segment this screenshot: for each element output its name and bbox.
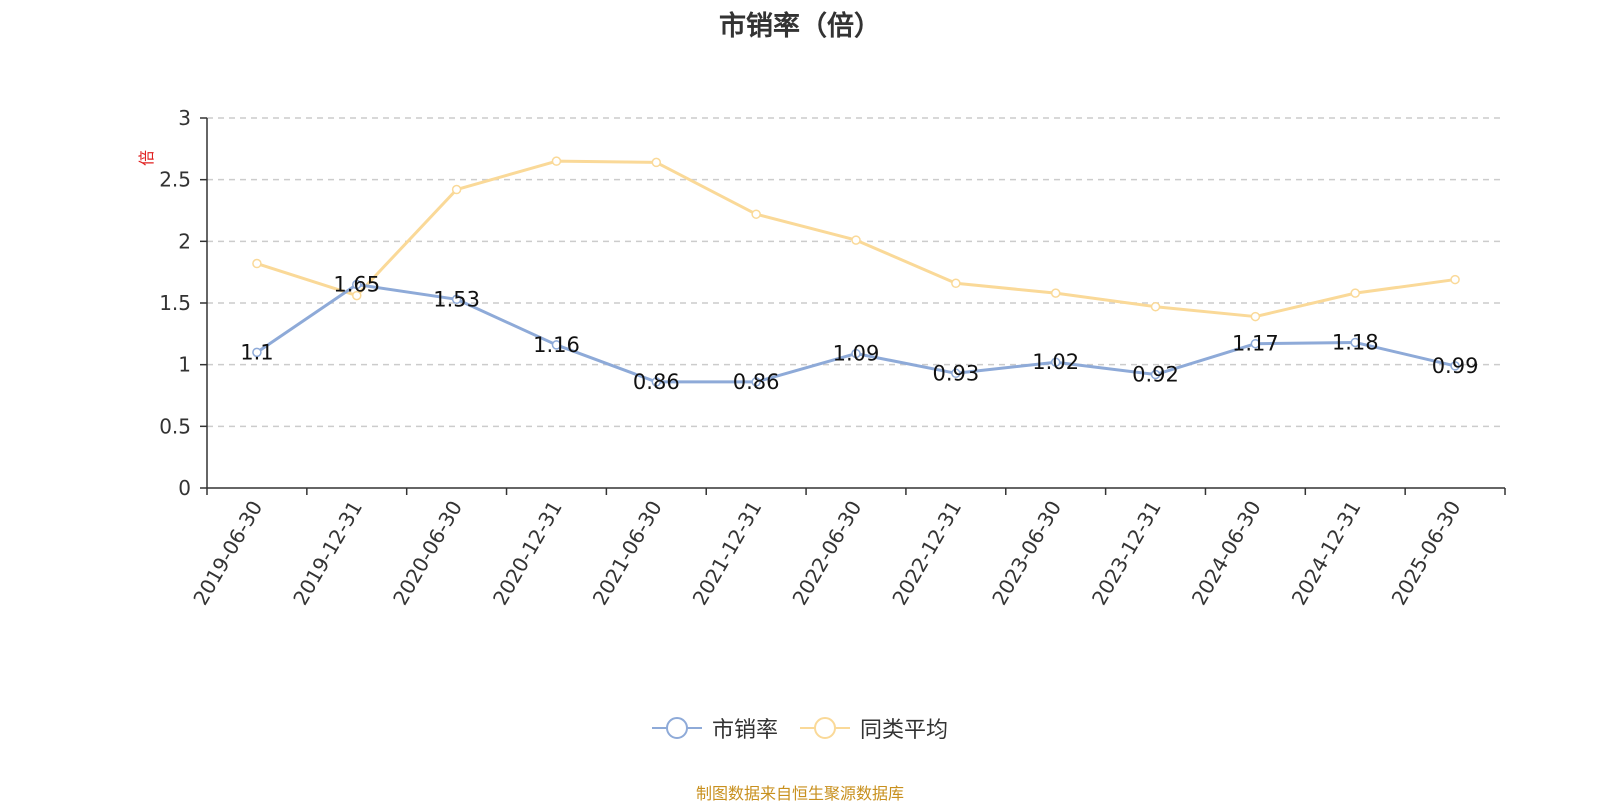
data-label-0: 0.86 xyxy=(633,370,680,394)
legend-swatch-icon xyxy=(651,717,702,739)
data-label-0: 1.02 xyxy=(1032,350,1079,374)
series-point-1 xyxy=(851,235,861,245)
x-tick-label: 2020-06-30 xyxy=(388,496,467,609)
x-tick-label: 2024-06-30 xyxy=(1187,497,1266,610)
legend-item-series-0[interactable]: 市销率 xyxy=(651,712,778,744)
series-point-1 xyxy=(352,290,362,301)
data-labels: 1.1 1.65 1.53 1.16 0.86 0.86 1.09 0.93 1.02 0.92 1… xyxy=(240,273,1478,394)
x-tick-label: 2023-12-31 xyxy=(1087,497,1166,610)
y-axis-unit: 倍 xyxy=(137,150,156,166)
y-tick-label: 2.5 xyxy=(159,168,191,192)
legend: 市销率 同类平均 xyxy=(0,712,1600,744)
series-point-0 xyxy=(751,377,761,387)
x-tick-label: 2019-06-30 xyxy=(188,497,267,610)
data-label-0: 0.86 xyxy=(733,370,780,394)
series-point-0 xyxy=(951,368,961,379)
data-label-0: 1.53 xyxy=(433,287,480,311)
series-point-0 xyxy=(851,348,861,359)
series-point-1 xyxy=(1150,301,1161,312)
series-point-0 xyxy=(651,377,662,387)
data-label-0: 0.92 xyxy=(1132,363,1179,387)
data-label-0: 0.93 xyxy=(932,361,979,385)
data-label-0: 0.99 xyxy=(1432,354,1479,378)
y-tick-label: 1.5 xyxy=(159,291,191,315)
source-note: 制图数据来自恒生聚源数据库 xyxy=(695,784,904,803)
series-point-1 xyxy=(1350,288,1360,298)
data-label-0: 1.16 xyxy=(533,333,580,357)
data-label-0: 1.1 xyxy=(240,340,273,364)
series-point-1 xyxy=(551,156,562,166)
grid-lines xyxy=(207,117,1505,428)
legend-label: 市销率 xyxy=(711,718,778,743)
y-tick-label: 0.5 xyxy=(159,414,191,438)
x-tick-label: 2021-06-30 xyxy=(588,497,667,610)
x-tick-label: 2023-06-30 xyxy=(987,497,1066,610)
series-point-1 xyxy=(751,209,761,219)
x-tick-label: 2019-12-31 xyxy=(288,497,367,610)
series-point-1 xyxy=(1050,288,1061,298)
y-tick-label: 2 xyxy=(178,229,191,253)
x-tick-label: 2024-12-31 xyxy=(1287,497,1366,610)
series-point-1 xyxy=(252,258,262,269)
series-point-1 xyxy=(651,157,662,168)
series-point-0 xyxy=(551,340,562,350)
y-tick-label: 1 xyxy=(178,353,191,377)
series-point-1 xyxy=(951,278,961,289)
series-point-0 xyxy=(451,294,462,305)
series-point-0 xyxy=(1350,337,1360,348)
series-point-1 xyxy=(451,184,462,195)
series-point-1 xyxy=(1250,311,1261,322)
y-tick-label: 0 xyxy=(178,476,191,500)
x-tick-label: 2021-12-31 xyxy=(688,497,767,610)
series-point-0 xyxy=(352,279,362,290)
data-label-0: 1.17 xyxy=(1232,332,1279,356)
chart-title: 市销率（倍） xyxy=(719,11,881,42)
data-label-0: 1.09 xyxy=(833,342,880,366)
series-point-0 xyxy=(1150,369,1161,380)
x-tick-label: 2022-12-31 xyxy=(887,497,966,610)
y-tick-label: 3 xyxy=(178,106,191,130)
x-tick-label: 2022-06-30 xyxy=(787,497,866,610)
legend-label: 同类平均 xyxy=(860,718,949,743)
data-label-0: 1.65 xyxy=(333,273,380,297)
series-point-0 xyxy=(1250,338,1261,349)
series-lines xyxy=(252,156,1460,387)
x-tick-label: 2020-12-31 xyxy=(488,497,567,610)
data-label-0: 1.18 xyxy=(1332,330,1379,354)
series-point-1 xyxy=(1450,274,1460,285)
series-point-0 xyxy=(1050,357,1061,367)
series-point-0 xyxy=(252,347,262,358)
x-tick-label: 2025-06-30 xyxy=(1387,497,1466,610)
legend-swatch-icon xyxy=(800,717,850,739)
series-point-0 xyxy=(1450,361,1460,371)
legend-item-series-1[interactable]: 同类平均 xyxy=(800,712,948,744)
